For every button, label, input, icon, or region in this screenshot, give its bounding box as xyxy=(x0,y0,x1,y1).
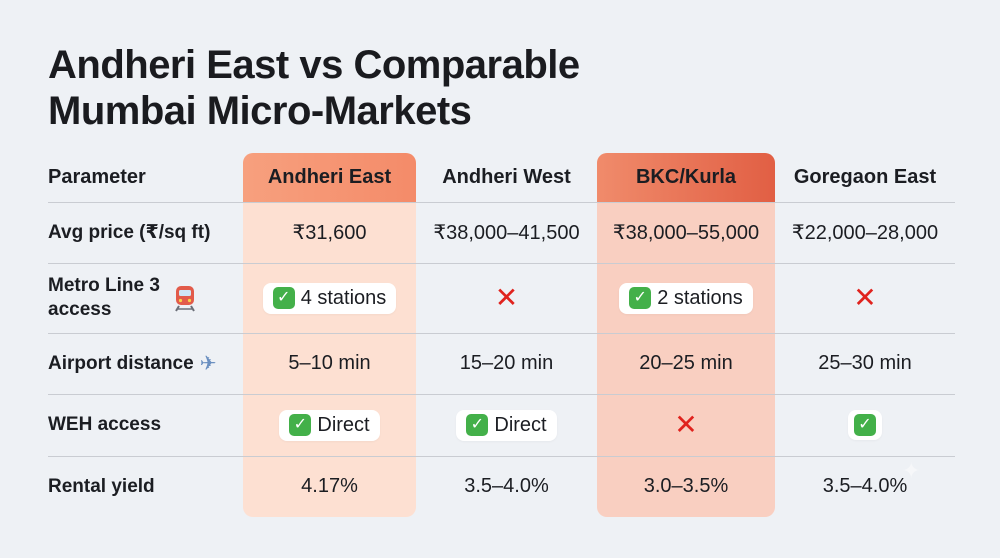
check-mark-icon: ✓ xyxy=(629,287,652,309)
cell-weh-bkc-kurla: ✕ xyxy=(597,394,775,456)
check-mark-icon: ✓ xyxy=(466,414,489,436)
cell-yield-andheri-west: 3.5–4.0% xyxy=(464,475,549,497)
table-header-row: Parameter Andheri East Andheri West BKC/… xyxy=(48,153,955,203)
weh-andheri-east-pill: ✓ Direct xyxy=(279,409,380,441)
cell-price-andheri-west: ₹38,000–41,500 xyxy=(433,222,580,244)
cell-metro-bkc-kurla: ✓ 2 stations xyxy=(597,263,775,333)
row-label-airport-distance: Airport distance ✈ xyxy=(48,333,243,394)
cross-mark-icon: ✕ xyxy=(674,409,698,440)
header-parameter: Parameter xyxy=(48,166,146,188)
metro-label-line-2: access xyxy=(48,299,112,320)
metro-andheri-east-pill: ✓ 4 stations xyxy=(262,282,397,314)
row-label-rental-yield: Rental yield xyxy=(48,475,155,497)
weh-andheri-west-value: Direct xyxy=(494,413,547,436)
weh-goregaon-east-pill: ✓ xyxy=(848,410,882,440)
airport-label-text: Airport distance xyxy=(48,352,194,374)
check-mark-icon: ✓ xyxy=(854,414,876,436)
cell-price-goregaon-east: ₹22,000–28,000 xyxy=(791,222,939,244)
cell-airport-goregaon-east: 25–30 min xyxy=(818,352,912,374)
metro-label-line-1: Metro Line 3 xyxy=(48,275,160,296)
cell-metro-goregaon-east: ✕ xyxy=(775,263,955,333)
cell-weh-andheri-west: ✓ Direct xyxy=(416,394,597,456)
cell-metro-andheri-east: ✓ 4 stations xyxy=(243,263,416,333)
bkc-kurla-header-highlight xyxy=(597,153,775,202)
cell-yield-bkc-kurla: 3.0–3.5% xyxy=(643,475,729,497)
cell-weh-andheri-east: ✓ Direct xyxy=(243,394,416,456)
metro-bkc-kurla-value: 2 stations xyxy=(657,286,743,309)
check-mark-icon: ✓ xyxy=(272,287,295,309)
cell-yield-goregaon-east: 3.5–4.0% xyxy=(822,475,908,497)
cell-price-andheri-east: ₹31,600 xyxy=(292,222,367,244)
table-row-rental-yield: Rental yield 4.17% 3.5–4.0% 3.0–3.5% 3.5… xyxy=(48,456,955,517)
metro-andheri-east-value: 4 stations xyxy=(300,286,387,309)
train-icon xyxy=(170,283,200,313)
table-row-avg-price: Avg price (₹/sq ft) ₹31,600 ₹38,000–41,5… xyxy=(48,202,955,264)
row-label-metro-access: Metro Line 3 access xyxy=(48,263,243,333)
table-row-weh-access: WEH access ✓ Direct ✓ Direct ✕ ✓ xyxy=(48,394,955,457)
cell-airport-andheri-west: 15–20 min xyxy=(459,352,554,374)
cell-metro-andheri-west: ✕ xyxy=(416,263,597,333)
header-andheri-west: Andheri West xyxy=(442,166,571,188)
airplane-icon: ✈ xyxy=(199,353,217,375)
title-line-1: Andheri East vs Comparable xyxy=(48,43,580,87)
header-goregaon-east: Goregaon East xyxy=(793,166,937,188)
sparkle-icon: ✦ xyxy=(902,458,921,483)
table-row-airport-distance: Airport distance ✈ 5–10 min 15–20 min 20… xyxy=(48,333,955,395)
weh-andheri-west-pill: ✓ Direct xyxy=(456,409,557,441)
weh-andheri-east-value: Direct xyxy=(317,413,370,436)
cell-weh-goregaon-east: ✓ xyxy=(775,394,955,456)
cell-yield-andheri-east: 4.17% xyxy=(301,475,358,497)
cell-airport-bkc-kurla: 20–25 min xyxy=(639,352,733,374)
check-mark-icon: ✓ xyxy=(289,414,312,436)
title-line-2: Mumbai Micro-Markets xyxy=(48,89,472,133)
cross-mark-icon: ✕ xyxy=(853,282,877,313)
header-bkc-kurla: BKC/Kurla xyxy=(635,166,736,188)
row-label-avg-price: Avg price (₹/sq ft) xyxy=(48,222,211,243)
row-label-weh-access: WEH access xyxy=(48,414,162,435)
cell-price-bkc-kurla: ₹38,000–55,000 xyxy=(612,222,760,244)
cell-airport-andheri-east: 5–10 min xyxy=(288,352,371,374)
cross-mark-icon: ✕ xyxy=(494,282,519,313)
page-title: Andheri East vs Comparable Mumbai Micro-… xyxy=(48,42,580,134)
table-row-metro-access: Metro Line 3 access ✓ 4 stations xyxy=(48,263,955,334)
metro-bkc-kurla-pill: ✓ 2 stations xyxy=(619,282,753,314)
header-andheri-east: Andheri East xyxy=(267,166,392,188)
andheri-east-header-highlight xyxy=(243,153,416,202)
